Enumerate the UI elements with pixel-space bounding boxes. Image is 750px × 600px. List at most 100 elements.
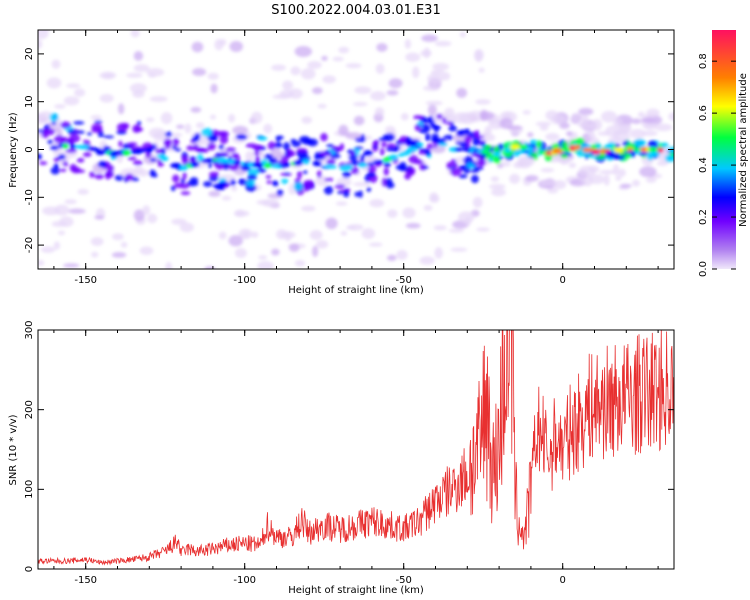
spectral-noise-blob [429,192,439,202]
spectral-noise-blob [90,237,104,246]
spectral-noise-blob [441,72,451,81]
spectral-noise-blob [315,240,329,249]
spectral-noise-blob [361,228,376,239]
spectral-noise-blob [369,198,385,208]
spectral-noise-blob [130,30,140,38]
spectral-ridge-blob [312,160,322,167]
spectral-band-blob [413,159,424,165]
spectral-band-blob [238,178,246,186]
spectral-band-blob [39,161,48,166]
spectral-band-blob [174,182,183,188]
spectral-ridge-blob [372,159,384,165]
spectral-noise-blob [478,67,485,73]
spectral-noise-blob [423,47,431,59]
spectral-noise-blob [210,83,218,94]
spectral-noise-blob [645,177,657,183]
spectral-noise-blob [412,66,420,79]
spectral-band-blob [425,132,431,142]
spectral-noise-blob [54,104,66,109]
spectral-noise-blob [599,169,616,175]
spectral-band-blob [359,154,366,163]
spectral-band-blob [50,167,60,175]
spectral-band-blob [348,154,359,161]
spectral-band-blob [560,153,569,159]
spectral-noise-blob [51,59,61,69]
spectral-band-blob [163,138,173,147]
spectrogram-ytick-label-3: 10 [24,95,35,108]
spectral-band-blob [372,140,379,147]
spectral-noise-blob [588,174,605,185]
colorbar-tick-label-0: 0.0 [698,261,709,277]
spectral-band-blob [97,160,108,168]
spectral-band-blob [245,184,257,192]
spectral-band-blob [59,168,67,172]
spectral-band-blob [325,150,330,154]
spectral-noise-blob [540,167,555,173]
spectral-band-blob [535,140,542,149]
spectral-noise-blob [568,162,577,169]
spectral-noise-blob [311,245,319,258]
spectral-noise-blob [496,163,504,169]
spectral-band-blob [270,157,278,163]
spectral-band-blob [116,122,128,132]
spectral-band-blob [551,143,561,150]
spectral-noise-blob [472,196,483,208]
spectral-noise-blob [353,115,365,126]
spectral-band-blob [280,155,289,164]
spectral-band-blob [280,172,292,177]
spectral-band-blob [533,151,538,161]
spectral-ridge-blob [62,143,69,149]
spectral-band-blob [302,170,308,175]
spectral-noise-blob [288,243,300,253]
spectral-noise-blob [280,231,296,239]
spectral-band-blob [136,121,142,126]
spectral-band-blob [149,158,157,162]
colorbar-label: Normalized spectral amplitude [738,73,749,227]
spectral-noise-blob [654,123,673,132]
spectral-band-blob [230,178,236,187]
spectral-ridge-blob [207,158,214,162]
spectral-band-blob [442,117,447,124]
spectrogram-ylabel: Frequency (Hz) [8,112,19,188]
spectral-band-blob [38,153,42,158]
spectral-band-blob [320,133,328,142]
spectral-band-blob [483,144,493,151]
spectral-noise-blob [120,241,128,248]
spectral-band-blob [436,113,443,120]
spectral-band-blob [487,157,493,163]
spectral-band-blob [148,169,156,177]
spectral-noise-blob [421,34,438,42]
spectral-band-blob [69,133,81,143]
spectral-band-blob [358,190,363,198]
spectral-noise-blob [74,88,86,97]
spectral-band-blob [381,177,387,187]
spectral-band-blob [574,137,585,145]
spectral-band-blob [267,141,276,151]
snr-ytick-label-1: 100 [24,480,35,499]
spectral-noise-blob [550,114,566,125]
spectral-ridge-blob [160,156,169,162]
spectral-band-blob [324,177,334,182]
spectral-noise-blob [368,242,383,247]
spectral-band-blob [386,143,396,148]
spectral-band-blob [133,160,143,166]
spectral-ridge-blob [122,150,131,156]
spectral-band-blob [296,170,303,179]
spectral-ridge-blob [626,147,634,152]
spectral-band-blob [343,189,350,198]
spectral-band-blob [60,136,69,146]
spectral-noise-blob [184,123,192,134]
spectral-band-blob [595,155,605,160]
spectral-noise-blob [618,168,626,177]
spectral-noise-blob [133,51,144,61]
spectral-band-blob [287,149,293,158]
spectral-noise-blob [434,40,452,47]
spectral-band-blob [451,159,457,163]
spectral-band-blob [97,130,104,138]
spectral-band-blob [247,173,257,181]
spectral-noise-blob [402,207,416,219]
spectral-noise-blob [46,77,62,89]
spectral-noise-blob [375,63,385,75]
spectral-band-blob [529,139,537,145]
spectral-noise-blob [340,230,348,236]
